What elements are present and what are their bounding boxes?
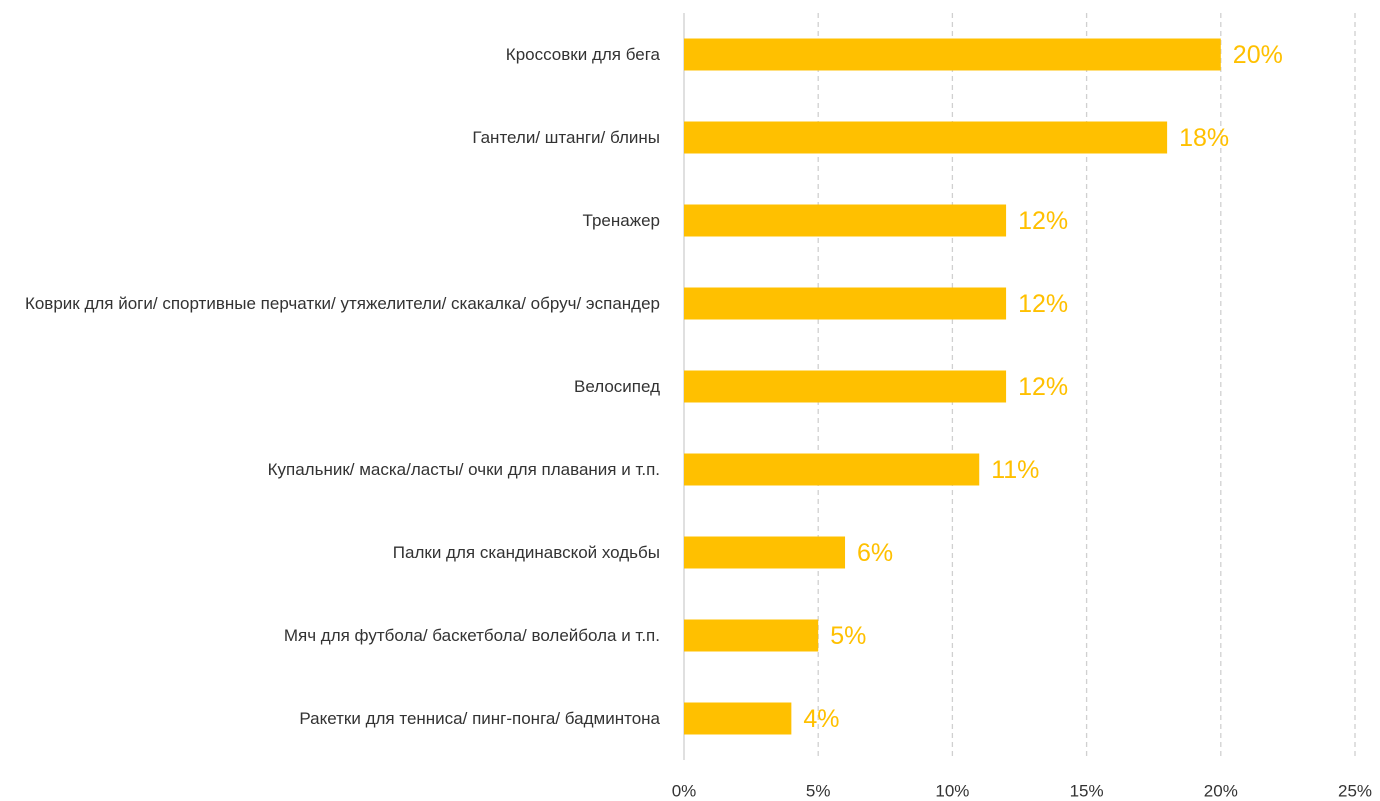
bar [684,370,1007,403]
bar [684,38,1221,71]
value-label: 4% [803,705,839,733]
bar [684,453,980,486]
value-label: 5% [830,622,866,650]
category-label: Ракетки для тенниса/ пинг-понга/ бадминт… [299,708,660,728]
value-label: 12% [1018,373,1068,401]
x-tick-label: 0% [672,781,697,800]
value-label: 11% [991,456,1039,484]
value-label: 12% [1018,290,1068,318]
category-label: Кроссовки для бега [505,44,660,64]
x-tick-label: 20% [1204,781,1238,800]
bar [684,702,792,735]
value-label: 18% [1179,124,1229,152]
category-label: Коврик для йоги/ спортивные перчатки/ ут… [24,293,660,313]
category-label: Гантели/ штанги/ блины [472,127,660,147]
bar [684,536,846,569]
bar [684,619,819,652]
value-label: 12% [1018,207,1068,235]
category-label: Купальник/ маска/ласты/ очки для плавани… [267,459,660,479]
category-label: Палки для скандинавской ходьбы [392,542,660,562]
bar [684,121,1168,154]
value-label: 20% [1233,41,1283,69]
category-label: Мяч для футбола/ баскетбола/ волейбола и… [283,625,660,645]
bar [684,204,1007,237]
x-tick-label: 15% [1070,781,1104,800]
x-tick-label: 25% [1338,781,1372,800]
value-label: 6% [857,539,893,567]
category-label: Велосипед [574,376,660,396]
x-tick-label: 10% [935,781,969,800]
category-label: Тренажер [582,210,660,230]
bar [684,287,1007,320]
x-tick-label: 5% [806,781,831,800]
